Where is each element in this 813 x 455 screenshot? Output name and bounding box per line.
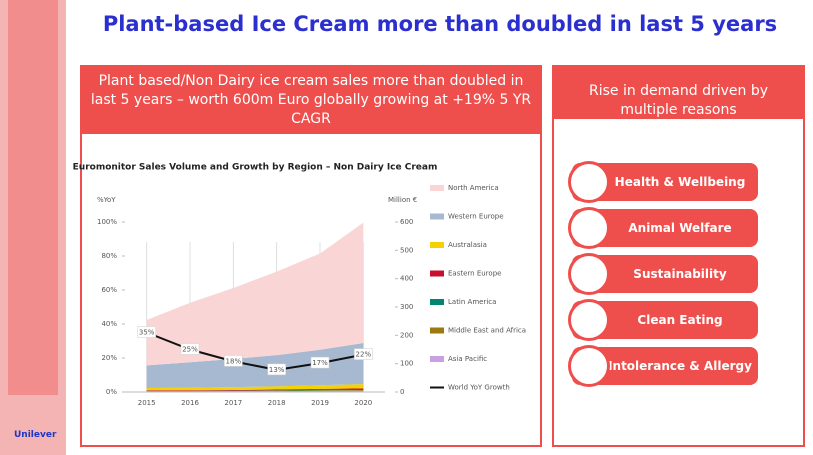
legend-label: Eastern Europe xyxy=(448,270,501,278)
reason-icon xyxy=(568,299,610,341)
decor-strip xyxy=(8,0,58,395)
legend-label: Asia Pacific xyxy=(448,355,487,363)
x-tick-label: 2017 xyxy=(224,399,242,407)
label-box xyxy=(354,348,373,360)
brand-logo: Unilever xyxy=(14,430,57,440)
legend-label: Western Europe xyxy=(448,213,504,221)
y-tick-label: 80% xyxy=(101,252,117,260)
y2-tick-label: 600 xyxy=(400,218,413,226)
legend-label: World YoY Growth xyxy=(448,384,510,392)
area xyxy=(146,388,364,391)
x-tick-label: 2016 xyxy=(181,399,199,407)
y2-tick-label: 400 xyxy=(400,275,413,283)
y-tick-label: 20% xyxy=(101,354,117,362)
y-axis-label: %YoY xyxy=(97,196,116,204)
legend-swatch xyxy=(430,327,444,334)
y-tick-label: 60% xyxy=(101,286,117,294)
right-panel: Rise in demand driven by multiple reason… xyxy=(552,65,805,447)
y2-tick-label: 0 xyxy=(400,388,404,396)
reason-icon xyxy=(568,207,610,249)
data-label: 18% xyxy=(226,357,242,365)
area xyxy=(146,389,364,392)
y2-axis-label: Million € xyxy=(388,196,417,204)
y2-tick-label: 100 xyxy=(400,360,413,368)
x-tick-label: 2015 xyxy=(138,399,156,407)
reason-icon xyxy=(568,161,610,203)
y-tick-label: 40% xyxy=(101,320,117,328)
area xyxy=(146,390,364,392)
y2-tick-label: 300 xyxy=(400,303,413,311)
reason-icon xyxy=(568,253,610,295)
label-box xyxy=(137,326,156,338)
data-label: 13% xyxy=(269,366,285,374)
y2-tick-label: 200 xyxy=(400,331,413,339)
legend-swatch xyxy=(430,213,444,220)
data-label: 35% xyxy=(139,329,155,337)
label-box xyxy=(180,343,200,355)
area xyxy=(146,384,364,391)
legend-swatch xyxy=(430,242,444,248)
legend-swatch xyxy=(430,270,444,277)
data-label: 17% xyxy=(312,359,328,367)
data-label: 22% xyxy=(356,351,372,359)
legend-swatch xyxy=(430,356,444,362)
y-tick-label: 0% xyxy=(106,388,117,396)
x-tick-label: 2020 xyxy=(354,399,372,407)
panel-header: Rise in demand driven by multiple reason… xyxy=(554,67,803,119)
label-box xyxy=(310,356,330,369)
y-tick-label: 100% xyxy=(97,218,117,226)
y2-tick-label: 500 xyxy=(400,246,413,254)
chart-title: Euromonitor Sales Volume and Growth by R… xyxy=(73,163,438,173)
area xyxy=(146,390,364,392)
x-tick-label: 2019 xyxy=(311,399,329,407)
reason-icon xyxy=(568,345,610,387)
label-box xyxy=(224,355,243,367)
legend-swatch xyxy=(430,299,444,305)
legend-label: North America xyxy=(448,184,499,192)
panel-header: Plant based/Non Dairy ice cream sales mo… xyxy=(82,67,540,134)
legend-label: Middle East and Africa xyxy=(448,327,526,335)
label-box xyxy=(267,363,286,376)
legend-swatch xyxy=(430,185,444,191)
area xyxy=(146,222,364,366)
legend-label: Australasia xyxy=(448,241,487,249)
slide-title: Plant-based Ice Cream more than doubled … xyxy=(102,12,778,36)
legend-label: Latin America xyxy=(448,298,496,306)
x-tick-label: 2018 xyxy=(268,399,286,407)
data-label: 25% xyxy=(182,346,198,354)
